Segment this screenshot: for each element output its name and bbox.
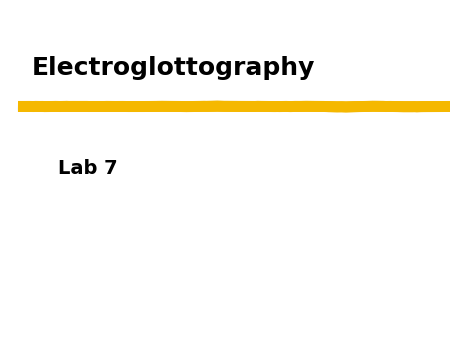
Text: Electroglottography: Electroglottography	[32, 55, 315, 80]
Text: Lab 7: Lab 7	[58, 160, 118, 178]
